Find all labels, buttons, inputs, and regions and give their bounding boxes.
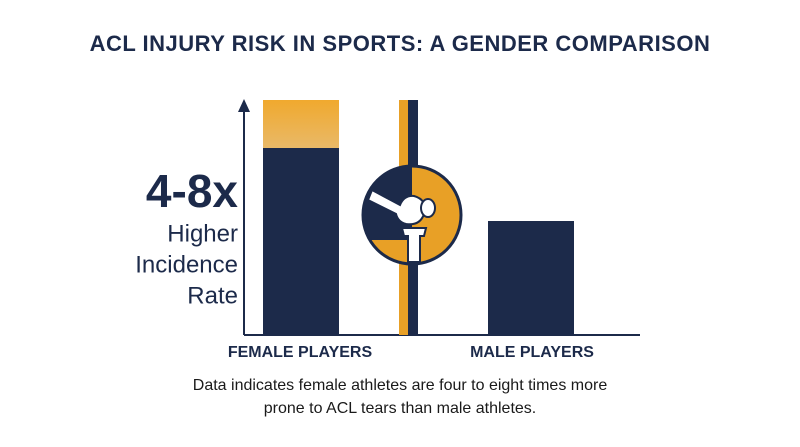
caption: Data indicates female athletes are four … — [193, 377, 608, 394]
female-bar-highlight — [263, 100, 339, 148]
highlight-line: Higher — [167, 220, 238, 247]
title: ACL INJURY RISK IN SPORTS: A GENDER COMP… — [90, 31, 711, 56]
highlight-line: Rate — [187, 282, 238, 309]
highlight-line: Incidence — [135, 251, 238, 278]
caption: prone to ACL tears than male athletes. — [264, 400, 536, 417]
male-bar — [488, 221, 574, 335]
highlight-figure: 4-8x — [146, 165, 238, 217]
axis-arrow — [238, 99, 250, 112]
category-label: FEMALE PLAYERS — [228, 344, 373, 361]
category-label: MALE PLAYERS — [470, 344, 594, 361]
knee-icon — [361, 164, 463, 266]
